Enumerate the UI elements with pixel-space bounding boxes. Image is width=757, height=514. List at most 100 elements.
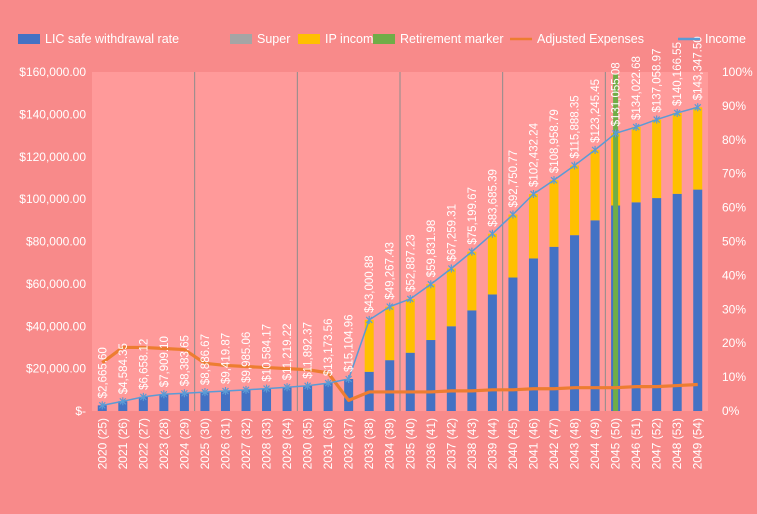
- income-point: [406, 294, 414, 303]
- data-label: $140,166.55: [672, 42, 684, 106]
- legend-label: Adjusted Expenses: [537, 32, 644, 46]
- bar-lic-safe-withdrawal-rate: [385, 360, 395, 411]
- y2-tick-label: 90%: [722, 99, 746, 113]
- legend-label: LIC safe withdrawal rate: [45, 32, 179, 46]
- y-tick-label: $160,000.00: [19, 65, 86, 79]
- bar-lic-safe-withdrawal-rate: [590, 220, 600, 411]
- bar-ip-income: [549, 180, 559, 247]
- bar-ip-income: [672, 112, 682, 194]
- line-income: [102, 106, 698, 407]
- x-tick-label: 2041 (46): [526, 418, 540, 469]
- data-label: $134,022.68: [631, 56, 643, 120]
- bar-ip-income: [487, 233, 497, 295]
- y-tick-label: $60,000.00: [26, 277, 86, 291]
- data-label: $2,665.60: [97, 347, 109, 398]
- axes: $- $20,000.00 $40,000.00 $60,000.00 $80,000.…: [19, 65, 753, 469]
- income-point: [530, 189, 537, 198]
- data-label: $49,267.43: [385, 242, 397, 300]
- bar-lic-safe-withdrawal-rate: [405, 352, 415, 411]
- legend-label: Income: [705, 32, 746, 46]
- income-point: [201, 388, 209, 397]
- bar-lic-safe-withdrawal-rate: [323, 383, 333, 411]
- legend-swatch: [230, 34, 252, 44]
- data-label: $11,892.37: [303, 322, 315, 379]
- x-tick-label: 2027 (32): [239, 418, 253, 469]
- x-tick-label: 2028 (33): [260, 418, 274, 469]
- bar-ip-income: [405, 298, 415, 353]
- bar-ip-income: [652, 119, 662, 199]
- data-label: $108,958.79: [549, 109, 561, 173]
- legend-label: Super: [257, 32, 290, 46]
- y2-tick-label: 0%: [722, 404, 740, 418]
- y-tick-label: $40,000.00: [26, 319, 86, 333]
- y2-tick-label: 70%: [722, 167, 746, 181]
- income-point: [653, 115, 661, 124]
- bar-lic-safe-withdrawal-rate: [672, 193, 682, 411]
- bar-lic-safe-withdrawal-rate: [467, 310, 477, 411]
- y-tick-label: $100,000.00: [19, 192, 86, 206]
- data-label: $8,383.65: [179, 335, 191, 386]
- bar-ip-income: [570, 165, 580, 236]
- line-series: [101, 106, 698, 407]
- income-point: [488, 229, 496, 238]
- bar-lic-safe-withdrawal-rate: [159, 394, 169, 411]
- bar-ip-income: [590, 149, 600, 221]
- income-point: [632, 123, 640, 132]
- income-point: [345, 374, 353, 383]
- bar-ip-income: [693, 107, 703, 190]
- bar-ip-income: [364, 319, 374, 372]
- y2-tick-label: 80%: [722, 133, 746, 147]
- data-label: $131,055.08: [611, 62, 623, 126]
- bar-lic-safe-withdrawal-rate: [179, 393, 189, 411]
- bar-ip-income: [446, 268, 456, 327]
- bar-lic-safe-withdrawal-rate: [528, 258, 538, 411]
- bar-ip-income: [528, 193, 538, 259]
- x-tick-label: 2026 (31): [218, 418, 232, 469]
- income-point: [694, 103, 702, 112]
- bar-lic-safe-withdrawal-rate: [508, 277, 518, 411]
- x-tick-label: 2040 (45): [506, 418, 520, 469]
- x-tick-label: 2042 (47): [547, 418, 561, 469]
- income-point: [242, 385, 250, 394]
- legend-swatch: [18, 34, 40, 44]
- legend-swatch: [373, 34, 395, 44]
- bar-lic-safe-withdrawal-rate: [241, 389, 251, 411]
- data-label: $11,219.22: [282, 324, 294, 381]
- data-label: $7,909.10: [159, 336, 171, 387]
- data-labels: $2,665.60 $4,584.35 $6,658.12 $7,909.10 $8,3…: [97, 36, 704, 398]
- bar-lic-safe-withdrawal-rate: [549, 246, 559, 411]
- x-tick-label: 2034 (39): [383, 418, 397, 469]
- data-label: $43,000.88: [364, 255, 376, 313]
- y-tick-label: $-: [75, 404, 86, 418]
- bar-ip-income: [426, 284, 436, 341]
- income-point: [160, 390, 168, 399]
- x-tick-label: 2037 (42): [444, 418, 458, 469]
- income-point: [447, 264, 455, 273]
- bar-lic-safe-withdrawal-rate: [344, 378, 354, 411]
- income-point: [509, 210, 517, 219]
- data-label: $13,173.56: [323, 319, 335, 377]
- x-tick-label: 2024 (29): [177, 418, 191, 469]
- bar-lic-safe-withdrawal-rate: [570, 235, 580, 411]
- x-tick-label: 2033 (38): [362, 418, 376, 469]
- x-tick-label: 2038 (43): [465, 418, 479, 469]
- income-point: [304, 381, 312, 390]
- x-tick-label: 2043 (48): [568, 418, 582, 469]
- legend-swatch: [298, 34, 320, 44]
- data-label: $6,658.12: [138, 339, 150, 390]
- retirement-marker: [613, 74, 619, 411]
- x-tick-label: 2030 (35): [301, 418, 315, 469]
- y-tick-label: $120,000.00: [19, 150, 86, 164]
- data-label: $115,888.35: [570, 95, 582, 158]
- data-label: $143,347.50: [693, 36, 705, 100]
- data-label: $83,685.39: [487, 169, 499, 227]
- income-point: [365, 315, 373, 324]
- x-tick-label: 2039 (44): [485, 418, 499, 469]
- data-label: $9,985.06: [241, 332, 253, 383]
- data-label: $92,750.77: [508, 150, 520, 208]
- data-label: $52,887.23: [405, 234, 417, 292]
- data-label: $59,831.98: [426, 220, 438, 278]
- gridlines: [194, 72, 606, 411]
